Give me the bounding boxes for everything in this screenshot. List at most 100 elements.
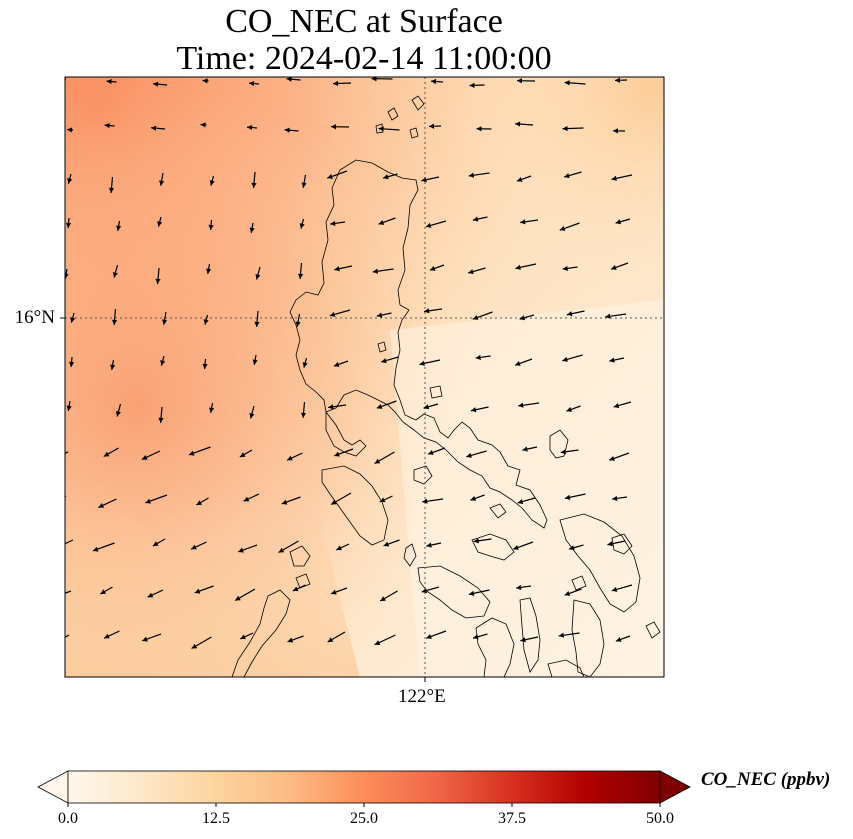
wind-vector-head <box>194 588 201 594</box>
wind-vector-head <box>428 450 434 455</box>
wind-vector-head <box>292 586 299 592</box>
wind-vector-head <box>249 227 255 233</box>
wind-vector-head <box>57 637 63 642</box>
wind-vector-head <box>252 359 258 365</box>
wind-vectors <box>49 77 633 650</box>
wind-vector-head <box>431 78 437 85</box>
wind-vector-head <box>559 226 566 231</box>
wind-vector-head <box>116 225 122 231</box>
wind-vector-head <box>516 176 523 182</box>
wind-vector-head <box>142 636 148 642</box>
wind-vector-head <box>65 77 66 79</box>
wind-vector-head <box>141 454 148 460</box>
wind-vector-head <box>55 453 61 458</box>
wind-vector-head <box>374 640 381 645</box>
wind-vector-head <box>104 122 110 129</box>
wind-vector-head <box>295 321 301 327</box>
wind-vector-head <box>426 542 432 548</box>
wind-vector-head <box>162 319 168 325</box>
map-title: CO_NEC at Surface <box>225 3 503 40</box>
wind-vector-head <box>558 632 565 638</box>
wind-vector-head <box>515 264 521 270</box>
wind-vector-head <box>334 451 340 457</box>
wind-vector-head <box>569 545 575 551</box>
wind-vector-head <box>615 636 622 642</box>
wind-vector-head <box>426 634 432 639</box>
wind-vector-head <box>605 313 611 319</box>
wind-vector-head <box>516 584 522 590</box>
wind-vector-head <box>520 637 526 643</box>
wind-vector-head <box>70 317 76 323</box>
wind-vector-head <box>278 547 285 553</box>
wind-vector-head <box>108 187 115 193</box>
wind-vector-head <box>468 590 475 596</box>
wind-vector-head <box>67 127 73 133</box>
wind-vector-head <box>381 358 387 364</box>
wind-vector-head <box>100 589 107 594</box>
wind-vector-head <box>613 403 620 409</box>
wind-vector-head <box>472 315 479 320</box>
wind-vector-head <box>466 452 472 458</box>
wind-vector-head <box>103 451 110 457</box>
wind-vector-head <box>517 499 524 505</box>
wind-vector-head <box>422 498 428 504</box>
wind-vector-head <box>609 456 615 461</box>
wind-vector-head <box>235 595 241 601</box>
wind-vector-head <box>328 404 334 410</box>
map-panel <box>49 76 665 682</box>
wind-vector-head <box>254 321 260 327</box>
wind-vector-head <box>92 546 99 552</box>
wind-vector-head <box>424 308 430 314</box>
wind-vector-head <box>470 407 477 413</box>
wind-vector-head <box>151 125 157 131</box>
wind-vector-head <box>336 545 342 551</box>
wind-vector-head <box>564 173 570 179</box>
wind-vector-head <box>419 360 425 366</box>
wind-vector-head <box>281 499 288 505</box>
colorbar-tick-label: 50.0 <box>646 810 674 827</box>
wind-vector-head <box>429 265 436 271</box>
wind-vector-head <box>562 265 568 271</box>
colorbar-tick-label: 25.0 <box>350 810 378 827</box>
wind-vector-head <box>110 364 116 370</box>
wind-vector-head <box>560 449 566 455</box>
wind-vector-head <box>112 272 118 278</box>
wind-vector-head <box>284 127 290 133</box>
wind-vector <box>65 590 72 594</box>
wind-vector <box>65 539 74 545</box>
wind-vector-head <box>106 78 112 85</box>
wind-vector-head <box>147 592 154 598</box>
wind-vector-head <box>331 124 337 130</box>
wind-vector-head <box>611 586 618 592</box>
wind-vector-head <box>562 356 568 362</box>
colorbar-tick-label: 0.0 <box>58 810 78 827</box>
wind-vector-head <box>380 596 386 601</box>
wind-vector-head <box>329 311 336 317</box>
wind-vector-head <box>374 458 381 464</box>
wind-vector-head <box>613 128 619 134</box>
wind-vector-head <box>287 637 294 643</box>
longitude-tick-label: 122°E <box>398 686 446 707</box>
wind-vector-head <box>115 411 121 417</box>
wind-vector-head <box>98 502 105 508</box>
wind-vector-head <box>202 78 208 84</box>
wind-vector-head <box>566 406 572 412</box>
wind-vector-head <box>378 220 385 225</box>
wind-vector-head <box>564 591 571 596</box>
colorbar-tick-label: 12.5 <box>202 810 230 827</box>
wind-vector-head <box>334 266 340 272</box>
wind-vector-head <box>518 402 524 408</box>
wind-vector-head <box>302 362 308 368</box>
wind-vector-head <box>238 547 244 553</box>
wind-vector-head <box>429 123 435 129</box>
wind-vector-head <box>67 178 73 184</box>
wind-vector-head <box>49 595 55 600</box>
co-concentration-field <box>65 77 664 677</box>
wind-vector-head <box>111 319 118 325</box>
wind-vector-head <box>249 413 255 419</box>
wind-vector-head <box>196 500 203 505</box>
wind-vector-head <box>522 446 528 452</box>
colorbar-label: CO_NEC (ppbv) <box>701 769 831 790</box>
wind-vector-head <box>249 80 255 87</box>
wind-vector-head <box>152 541 159 546</box>
